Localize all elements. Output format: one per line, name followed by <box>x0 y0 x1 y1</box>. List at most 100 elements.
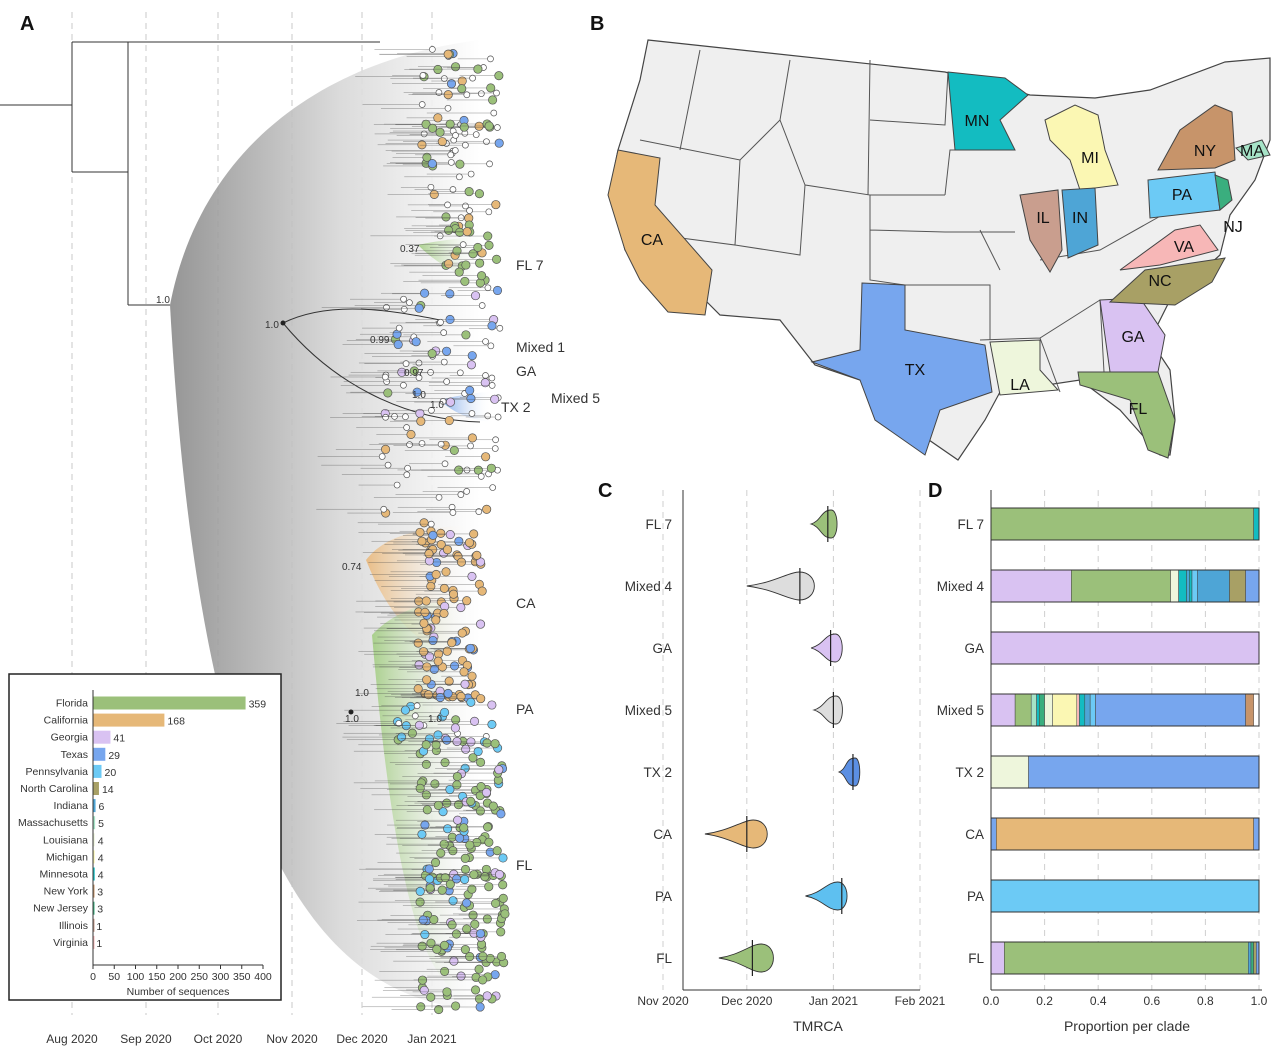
tip-point <box>414 660 424 670</box>
bar-segment <box>1014 693 1032 727</box>
bar-segment <box>1095 693 1246 727</box>
tip-point <box>420 288 430 298</box>
state-label: VA <box>1174 239 1194 256</box>
tip-point <box>443 688 453 699</box>
bar-segment <box>1036 693 1040 727</box>
tip-point <box>466 737 476 747</box>
tip-point <box>475 1002 485 1012</box>
tip-point <box>452 737 462 747</box>
panel-c-x-axis-label: TMRCA <box>793 1018 843 1034</box>
state-label: TX <box>905 362 926 379</box>
tip-point <box>447 151 455 159</box>
tip-point <box>461 330 471 340</box>
inset-bar-value: 1 <box>96 921 102 933</box>
tip-point <box>427 369 434 376</box>
inset-category-label: California <box>44 715 89 727</box>
tip-point <box>464 187 474 197</box>
tip-point <box>473 746 483 757</box>
tip-point <box>403 471 411 479</box>
category-label: GA <box>964 641 984 656</box>
tip-point <box>466 697 476 707</box>
state-florida <box>1077 371 1176 459</box>
bar-segment <box>1245 693 1254 727</box>
tip-point <box>442 735 452 745</box>
tip-point <box>393 339 403 350</box>
tip-point <box>428 530 438 540</box>
tip-point <box>441 460 449 468</box>
tip-point <box>440 75 448 82</box>
tip-point <box>431 740 441 750</box>
tip-point <box>380 505 388 513</box>
tip-point <box>486 463 496 473</box>
tip-point <box>443 824 453 834</box>
tip-point <box>437 318 444 326</box>
tip-point <box>446 79 457 89</box>
tip-point <box>456 173 463 181</box>
tip-point <box>412 387 422 397</box>
bar-segment <box>1253 817 1260 851</box>
tip-point <box>400 381 407 389</box>
tip-point <box>466 207 473 214</box>
clade-label: TX 2 <box>501 399 531 415</box>
inset-tick-label: 300 <box>212 971 230 983</box>
tip-point <box>433 800 443 810</box>
category-label: FL <box>656 951 672 966</box>
panel-d-x-axis-label: Proportion per clade <box>1064 1018 1190 1034</box>
inset-x-axis: 0 50 100 150 200 250 300 350 400 <box>90 690 272 983</box>
x-tick-label: Dec 2020 <box>336 1032 388 1046</box>
tip-point <box>476 929 486 939</box>
inset-category-label: Michigan <box>46 851 88 863</box>
tip-point <box>433 656 443 666</box>
tip-point <box>433 64 443 75</box>
tip-point <box>456 691 466 701</box>
tip-point <box>445 530 455 540</box>
tip-point <box>496 809 506 819</box>
inset-category-label: Minnesota <box>40 869 89 881</box>
stacked-bars <box>990 507 1260 975</box>
inset-category-label: Florida <box>56 698 88 710</box>
tip-point <box>452 132 459 139</box>
tip-point <box>418 101 426 108</box>
inset-bar <box>93 782 99 795</box>
tip-point <box>432 944 442 954</box>
inset-tick-label: 50 <box>108 971 120 983</box>
x-tick-label: Nov 2020 <box>266 1032 318 1046</box>
tip-point <box>454 536 464 546</box>
tip-point <box>476 757 486 767</box>
tip-point <box>427 183 435 191</box>
tip-point <box>476 694 486 704</box>
tip-point <box>490 109 498 117</box>
tip-point <box>419 518 429 528</box>
tip-point <box>466 360 477 370</box>
violin <box>805 881 848 911</box>
tip-point <box>488 95 498 105</box>
tip-point <box>395 720 403 727</box>
bar-segment <box>990 755 1029 789</box>
violin <box>837 757 861 787</box>
tip-point <box>460 853 470 863</box>
tip-point <box>481 864 491 874</box>
inset-bar <box>93 850 95 864</box>
inset-tick-label: 100 <box>127 971 145 983</box>
x-tick-label: Dec 2020 <box>721 994 773 1008</box>
tip-point <box>425 651 435 662</box>
tip-point <box>476 782 486 792</box>
category-label: PA <box>967 889 984 904</box>
tip-point <box>448 896 458 906</box>
tip-point <box>435 89 443 96</box>
tip-point <box>404 464 411 472</box>
tip-point <box>429 189 439 199</box>
state-label: GA <box>1121 329 1144 346</box>
inset-tick-label: 250 <box>190 971 208 983</box>
category-label: PA <box>655 889 672 904</box>
inset-bar <box>93 747 106 761</box>
tip-points <box>316 46 510 1015</box>
bar-segment <box>1044 693 1053 727</box>
tip-point <box>492 846 502 856</box>
inset-bar-value: 20 <box>105 767 117 779</box>
tip-point <box>460 276 470 286</box>
tip-point <box>429 915 439 925</box>
